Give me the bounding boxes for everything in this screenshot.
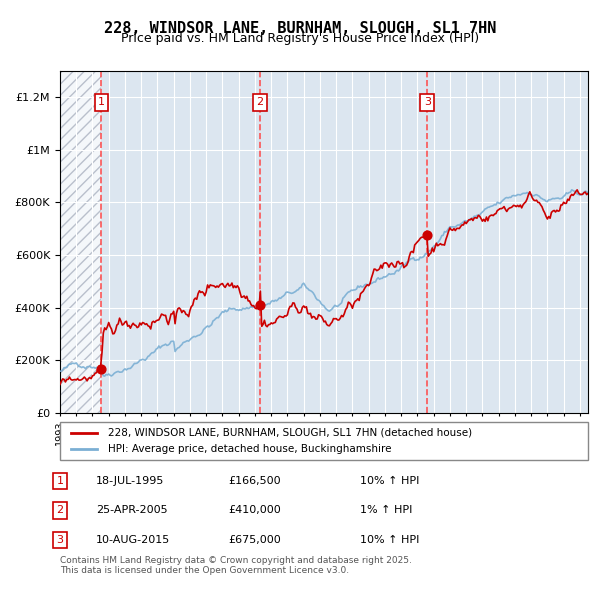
Text: 228, WINDSOR LANE, BURNHAM, SLOUGH, SL1 7HN (detached house): 228, WINDSOR LANE, BURNHAM, SLOUGH, SL1 … — [107, 428, 472, 438]
Text: 228, WINDSOR LANE, BURNHAM, SLOUGH, SL1 7HN: 228, WINDSOR LANE, BURNHAM, SLOUGH, SL1 … — [104, 21, 496, 35]
Point — [256, 300, 265, 310]
Text: 1: 1 — [56, 476, 64, 486]
Text: 10% ↑ HPI: 10% ↑ HPI — [360, 476, 419, 486]
FancyBboxPatch shape — [60, 422, 588, 460]
Text: 1: 1 — [98, 97, 105, 107]
Text: 2: 2 — [257, 97, 264, 107]
Point — [422, 231, 432, 240]
Text: 25-APR-2005: 25-APR-2005 — [96, 506, 167, 515]
Text: 18-JUL-1995: 18-JUL-1995 — [96, 476, 164, 486]
Text: 2: 2 — [56, 506, 64, 515]
Text: Price paid vs. HM Land Registry's House Price Index (HPI): Price paid vs. HM Land Registry's House … — [121, 32, 479, 45]
Text: 1% ↑ HPI: 1% ↑ HPI — [360, 506, 412, 515]
Text: HPI: Average price, detached house, Buckinghamshire: HPI: Average price, detached house, Buck… — [107, 444, 391, 454]
Bar — [60, 71, 101, 413]
Text: 3: 3 — [56, 535, 64, 545]
Text: Contains HM Land Registry data © Crown copyright and database right 2025.
This d: Contains HM Land Registry data © Crown c… — [60, 556, 412, 575]
Text: £675,000: £675,000 — [228, 535, 281, 545]
Text: 3: 3 — [424, 97, 431, 107]
Point — [97, 365, 106, 374]
Text: £166,500: £166,500 — [228, 476, 281, 486]
Text: 10-AUG-2015: 10-AUG-2015 — [96, 535, 170, 545]
Text: 10% ↑ HPI: 10% ↑ HPI — [360, 535, 419, 545]
Text: £410,000: £410,000 — [228, 506, 281, 515]
